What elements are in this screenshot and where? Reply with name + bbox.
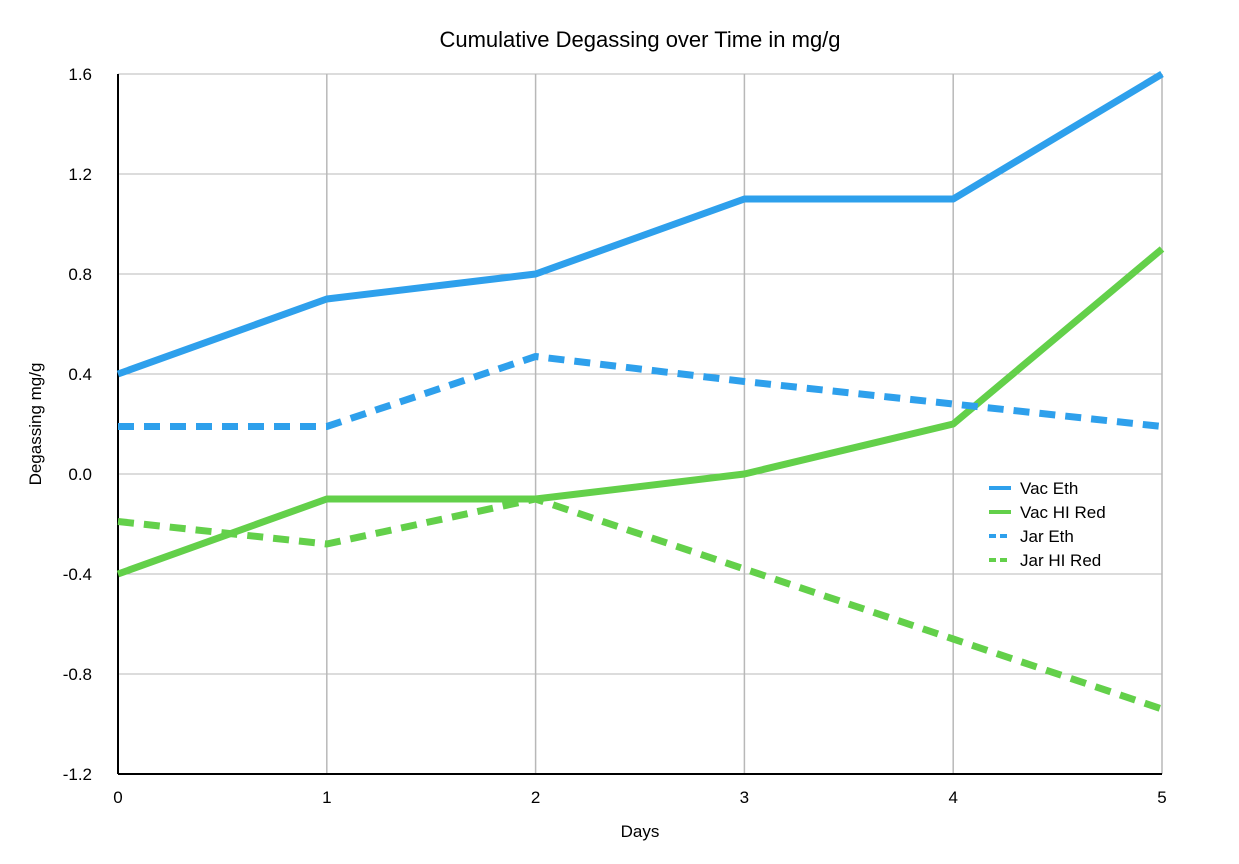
x-tick-label: 5	[1157, 788, 1166, 807]
x-tick-label: 1	[322, 788, 331, 807]
y-tick-label: -0.8	[63, 665, 92, 684]
x-tick-label: 0	[113, 788, 122, 807]
y-tick-label: 1.6	[68, 65, 92, 84]
series-line-jar-eth	[118, 353, 1163, 430]
legend-label: Vac HI Red	[1020, 503, 1106, 522]
series-line-jar-hi-red	[117, 495, 1164, 713]
tick-labels: -1.2 -0.8 -0.4 0.0 0.4 0.8 1.2 1.6 0 1 2 3 4 5	[63, 65, 1167, 807]
legend-label: Jar HI Red	[1020, 551, 1101, 570]
y-tick-label: 1.2	[68, 165, 92, 184]
x-axis-label: Days	[621, 822, 660, 841]
chart-title: Cumulative Degassing over Time in mg/g	[439, 27, 840, 52]
y-tick-label: 0.8	[68, 265, 92, 284]
y-tick-label: -0.4	[63, 565, 92, 584]
y-tick-label: 0.0	[68, 465, 92, 484]
x-tick-label: 4	[948, 788, 957, 807]
grid	[118, 73, 1163, 774]
y-tick-label: -1.2	[63, 765, 92, 784]
series-line-vac-hi-red	[116, 246, 1165, 578]
series-lines	[116, 70, 1165, 713]
legend: Vac Eth Vac HI Red Jar Eth Jar HI Red	[989, 479, 1106, 570]
series-line-vac-eth	[116, 70, 1164, 378]
x-tick-label: 3	[740, 788, 749, 807]
x-tick-label: 2	[531, 788, 540, 807]
y-tick-label: 0.4	[68, 365, 92, 384]
legend-label: Vac Eth	[1020, 479, 1078, 498]
legend-label: Jar Eth	[1020, 527, 1074, 546]
y-axis-label: Degassing mg/g	[26, 363, 45, 486]
